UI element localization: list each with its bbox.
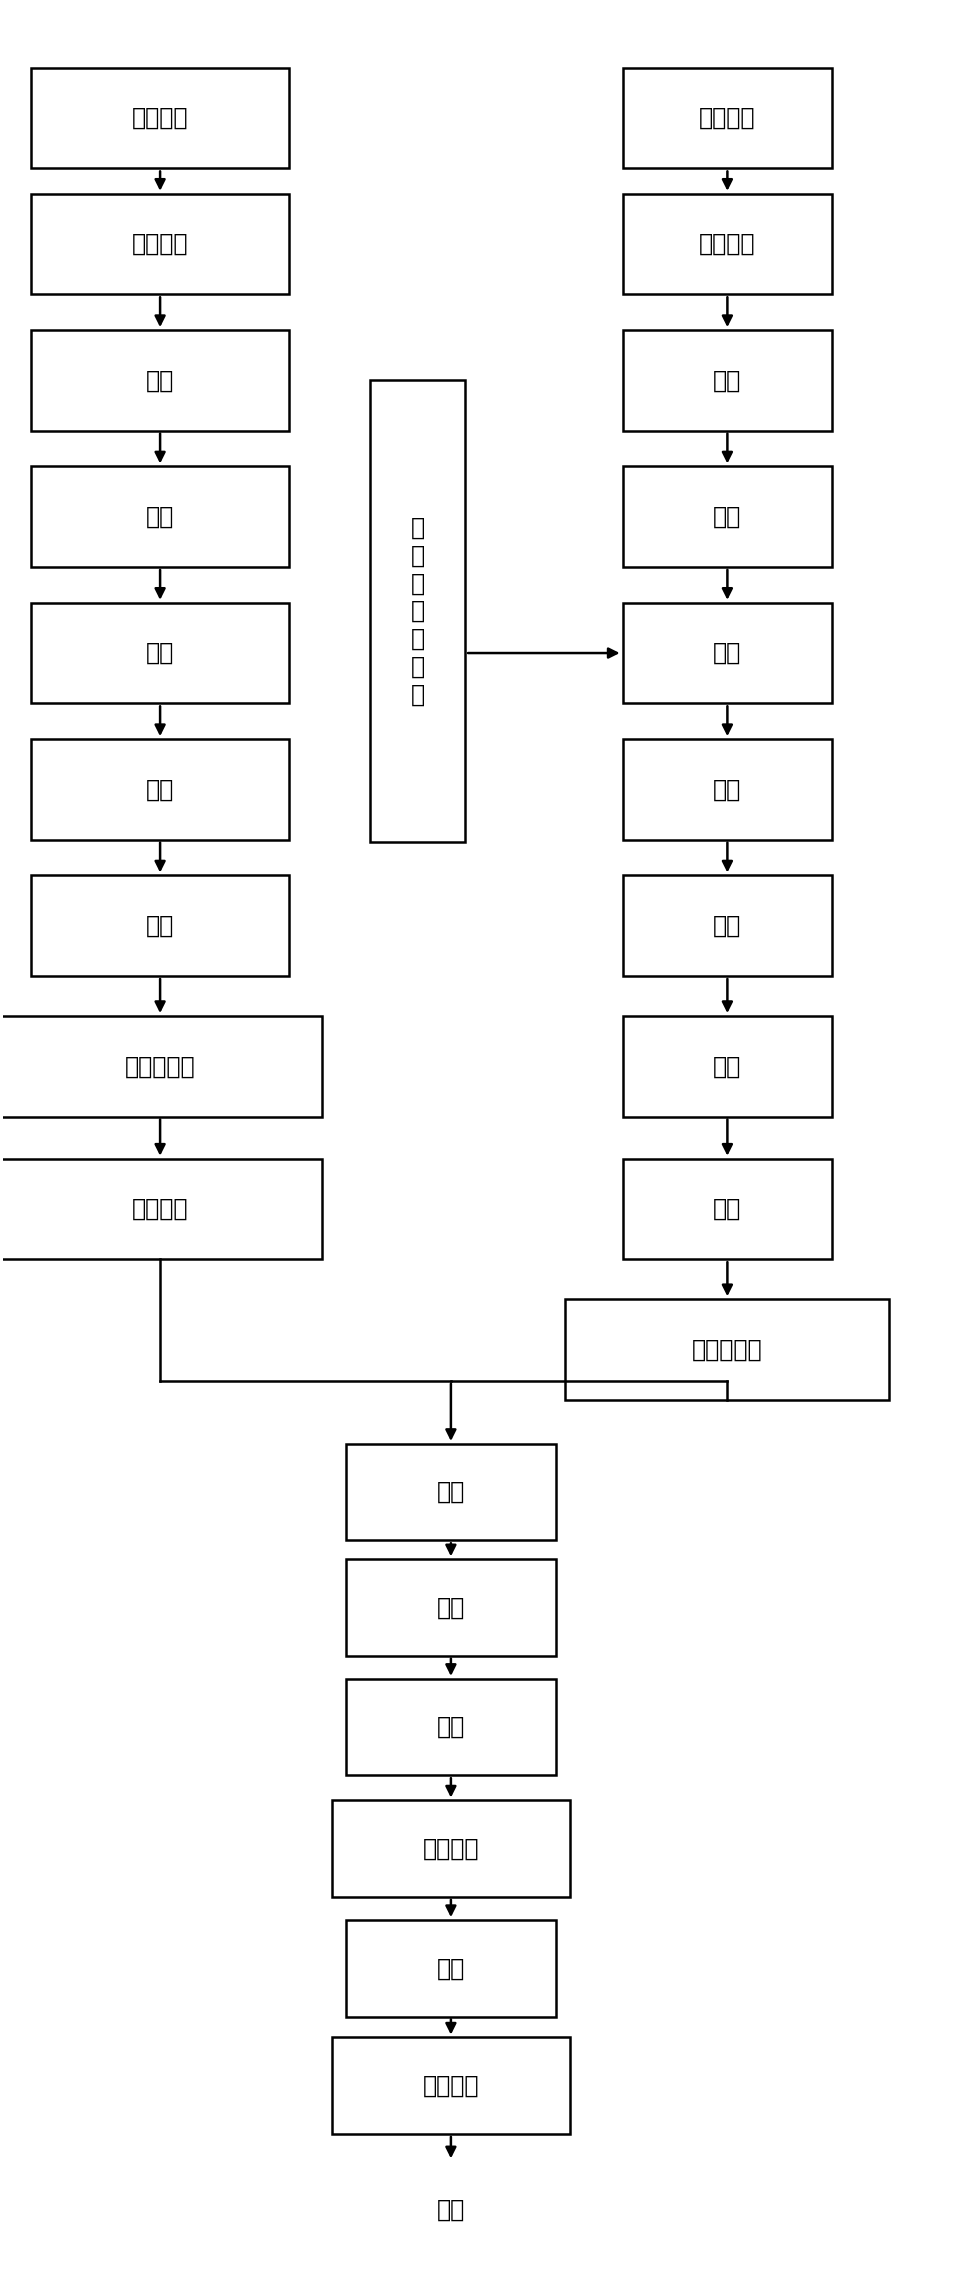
FancyBboxPatch shape [622, 193, 832, 295]
FancyBboxPatch shape [622, 874, 832, 977]
FancyBboxPatch shape [332, 1801, 570, 1896]
Text: 清粉: 清粉 [146, 777, 175, 802]
Text: 正极和浆: 正极和浆 [131, 232, 188, 257]
Text: 滚压: 滚压 [146, 640, 175, 665]
Text: 涂浆: 涂浆 [713, 368, 741, 393]
Text: 涂浆: 涂浆 [146, 368, 175, 393]
Text: 成品: 成品 [436, 2198, 465, 2221]
Text: 入壳: 入壳 [436, 1597, 465, 1619]
FancyBboxPatch shape [0, 1158, 322, 1258]
Text: 制袋打包: 制袋打包 [131, 1197, 188, 1222]
FancyBboxPatch shape [32, 466, 289, 568]
Text: 涂浆: 涂浆 [713, 640, 741, 665]
FancyBboxPatch shape [622, 329, 832, 431]
FancyBboxPatch shape [32, 874, 289, 977]
Text: 纵、横裁切: 纵、横裁切 [692, 1338, 762, 1360]
FancyBboxPatch shape [346, 1444, 556, 1540]
FancyBboxPatch shape [32, 193, 289, 295]
Text: 烘干: 烘干 [713, 504, 741, 529]
Text: 注液: 注液 [436, 1955, 465, 1980]
FancyBboxPatch shape [370, 379, 465, 843]
Text: 焊接: 焊接 [713, 1197, 741, 1222]
FancyBboxPatch shape [622, 1158, 832, 1258]
FancyBboxPatch shape [32, 738, 289, 840]
FancyBboxPatch shape [0, 1015, 322, 1117]
FancyBboxPatch shape [32, 602, 289, 704]
Text: 顶盖封口: 顶盖封口 [423, 1837, 480, 1860]
FancyBboxPatch shape [622, 68, 832, 168]
Text: 纵、横裁切: 纵、横裁切 [125, 1054, 196, 1079]
FancyBboxPatch shape [622, 466, 832, 568]
FancyBboxPatch shape [32, 68, 289, 168]
FancyBboxPatch shape [346, 1560, 556, 1656]
FancyBboxPatch shape [346, 1919, 556, 2017]
Text: 焊接: 焊接 [146, 913, 175, 938]
FancyBboxPatch shape [622, 602, 832, 704]
Text: 正极胶水: 正极胶水 [131, 107, 188, 129]
Text: 负极和浆: 负极和浆 [699, 232, 756, 257]
Text: 清粉: 清粉 [713, 1054, 741, 1079]
Text: 电
容
器
材
料
和
浆: 电 容 器 材 料 和 浆 [410, 516, 425, 706]
Text: 叠片: 叠片 [436, 1481, 465, 1503]
Text: 焊接: 焊接 [436, 1715, 465, 1740]
Text: 烘干: 烘干 [146, 504, 175, 529]
FancyBboxPatch shape [565, 1299, 890, 1399]
FancyBboxPatch shape [332, 2037, 570, 2135]
Text: 负极胶水: 负极胶水 [699, 107, 756, 129]
FancyBboxPatch shape [622, 1015, 832, 1117]
FancyBboxPatch shape [346, 1678, 556, 1776]
FancyBboxPatch shape [32, 329, 289, 431]
Text: 串联化成: 串联化成 [423, 2073, 480, 2098]
Text: 烘干: 烘干 [713, 777, 741, 802]
Text: 滚压: 滚压 [713, 913, 741, 938]
FancyBboxPatch shape [622, 738, 832, 840]
